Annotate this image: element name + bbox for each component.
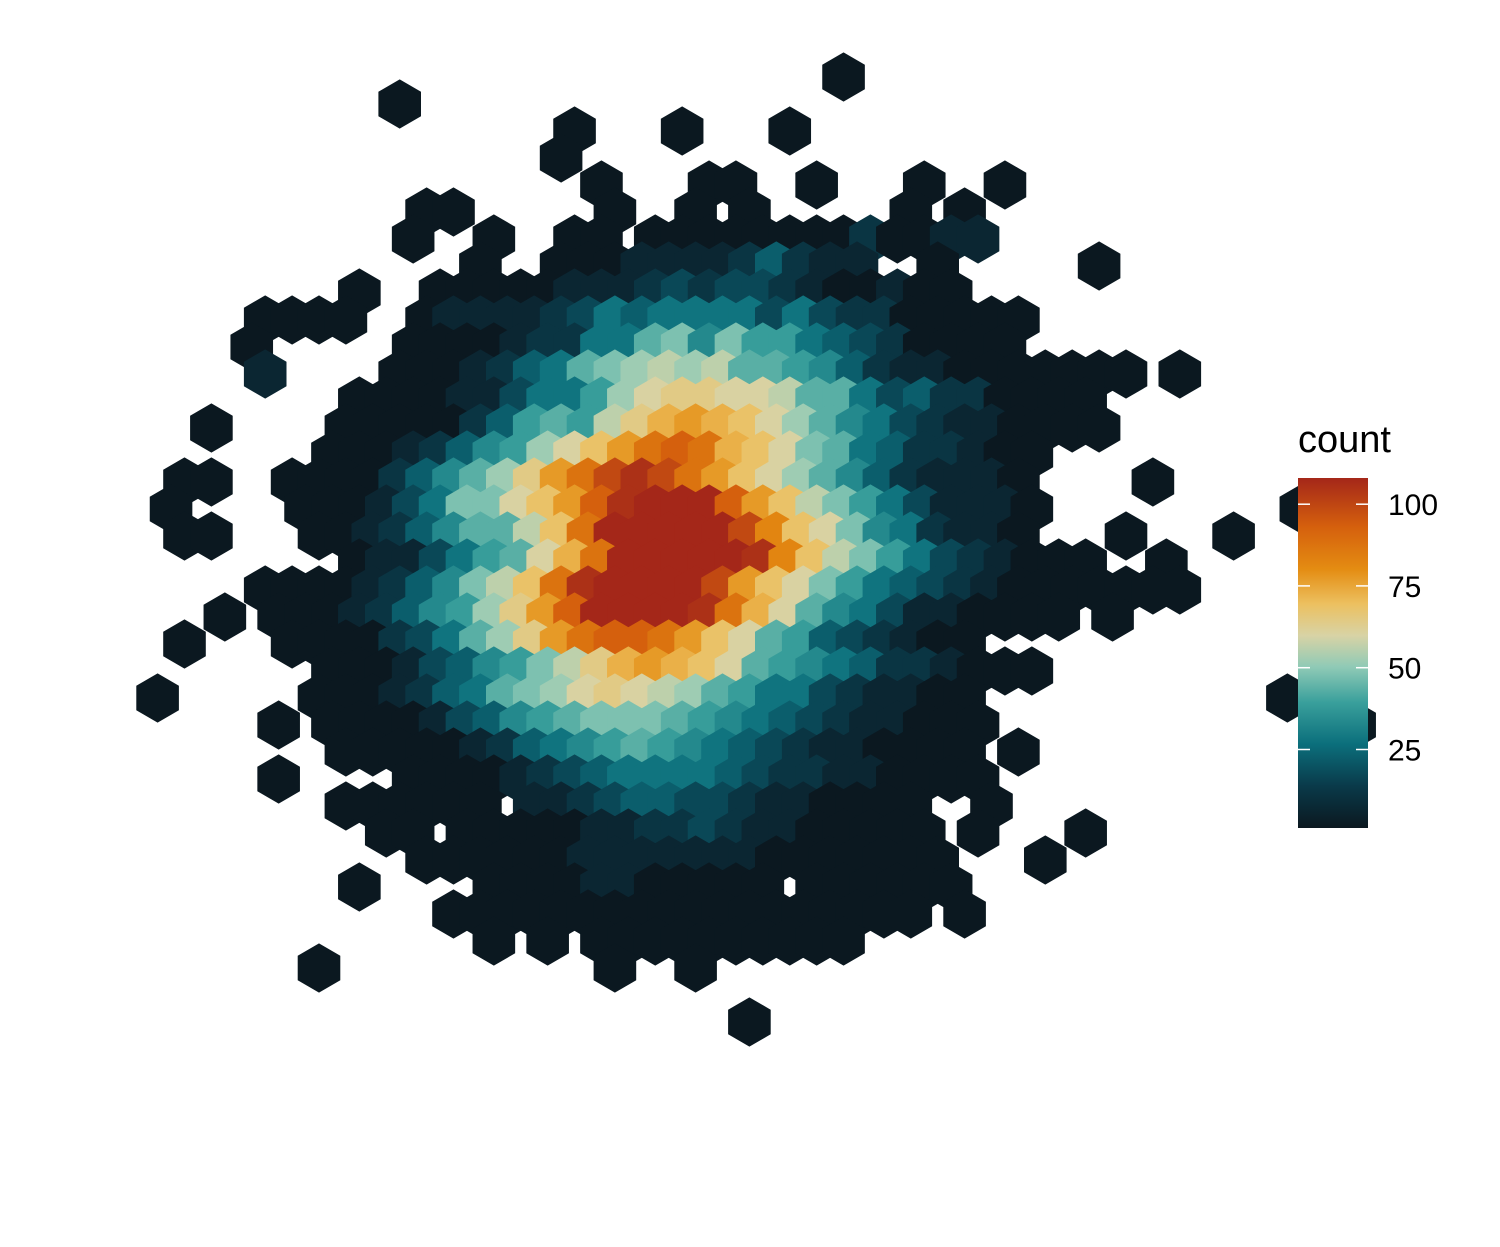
hexbin-cell (822, 916, 865, 966)
hexbin-cell (1077, 241, 1121, 291)
hexbin-cell (1131, 457, 1175, 507)
hexbin-cell (1158, 349, 1202, 399)
hexbin-cell (257, 754, 300, 804)
hexbin-cell (1158, 565, 1202, 615)
hexbin-cell (1064, 808, 1107, 858)
colorbar-ticks: 25 50 75 100 (1298, 489, 1438, 768)
hexbin-cell (190, 511, 233, 561)
hexbin-cell (243, 349, 287, 399)
colorbar-tick-label: 75 (1388, 571, 1421, 604)
hexbin-cell (1091, 592, 1134, 642)
hexbin-cell (257, 700, 300, 750)
hexbin-cell (163, 619, 206, 669)
hexbin-cell (1024, 835, 1067, 885)
colorbar-tick-label: 50 (1388, 653, 1421, 686)
hexbin-cell (983, 160, 1027, 210)
hexbin-cell (1104, 349, 1148, 399)
hexbin-cell (136, 673, 179, 723)
hexbin-cell (203, 592, 247, 642)
hexbin-cell (997, 727, 1040, 777)
legend-title: count (1298, 419, 1391, 461)
colorbar-tick-label: 100 (1388, 489, 1438, 522)
colorbar-tick-label: 25 (1388, 735, 1421, 768)
hexbin-cell (338, 862, 381, 912)
hexbin-cell (324, 295, 368, 345)
hexbin-cell (539, 133, 583, 183)
hexbin-cell (378, 79, 421, 129)
hexbin-cell (526, 916, 569, 966)
hexbin-cell (660, 106, 704, 156)
hexbin-cell (1037, 592, 1081, 642)
hexbin-cell (728, 997, 771, 1047)
hexbin-cell (593, 943, 637, 993)
color-legend: count 25 50 75 100 (1298, 419, 1438, 828)
hexbin-cell (190, 403, 233, 453)
hexbin-cell (432, 187, 475, 237)
hexbin-cell (889, 889, 933, 939)
hexbin-cell (1010, 646, 1054, 696)
hexbin-cell (190, 457, 233, 507)
hexbin-cell (1212, 511, 1255, 561)
hexbin-cell (943, 889, 986, 939)
hexbin-cell (956, 808, 1000, 858)
hexbin-cell (391, 214, 435, 264)
hexbin-cell (956, 214, 1000, 264)
hexbin-cell (1104, 511, 1148, 561)
hexbin-cell (297, 943, 341, 993)
hexbin-cells (136, 52, 1376, 1047)
hexbin-cell (1077, 403, 1121, 453)
colorbar (1298, 478, 1368, 828)
hexbin-cell (822, 52, 865, 102)
hexbin-cell (472, 916, 516, 966)
hexbin-cell (795, 160, 838, 210)
hexbin-cell (674, 943, 717, 993)
hexbin-cell (768, 106, 812, 156)
